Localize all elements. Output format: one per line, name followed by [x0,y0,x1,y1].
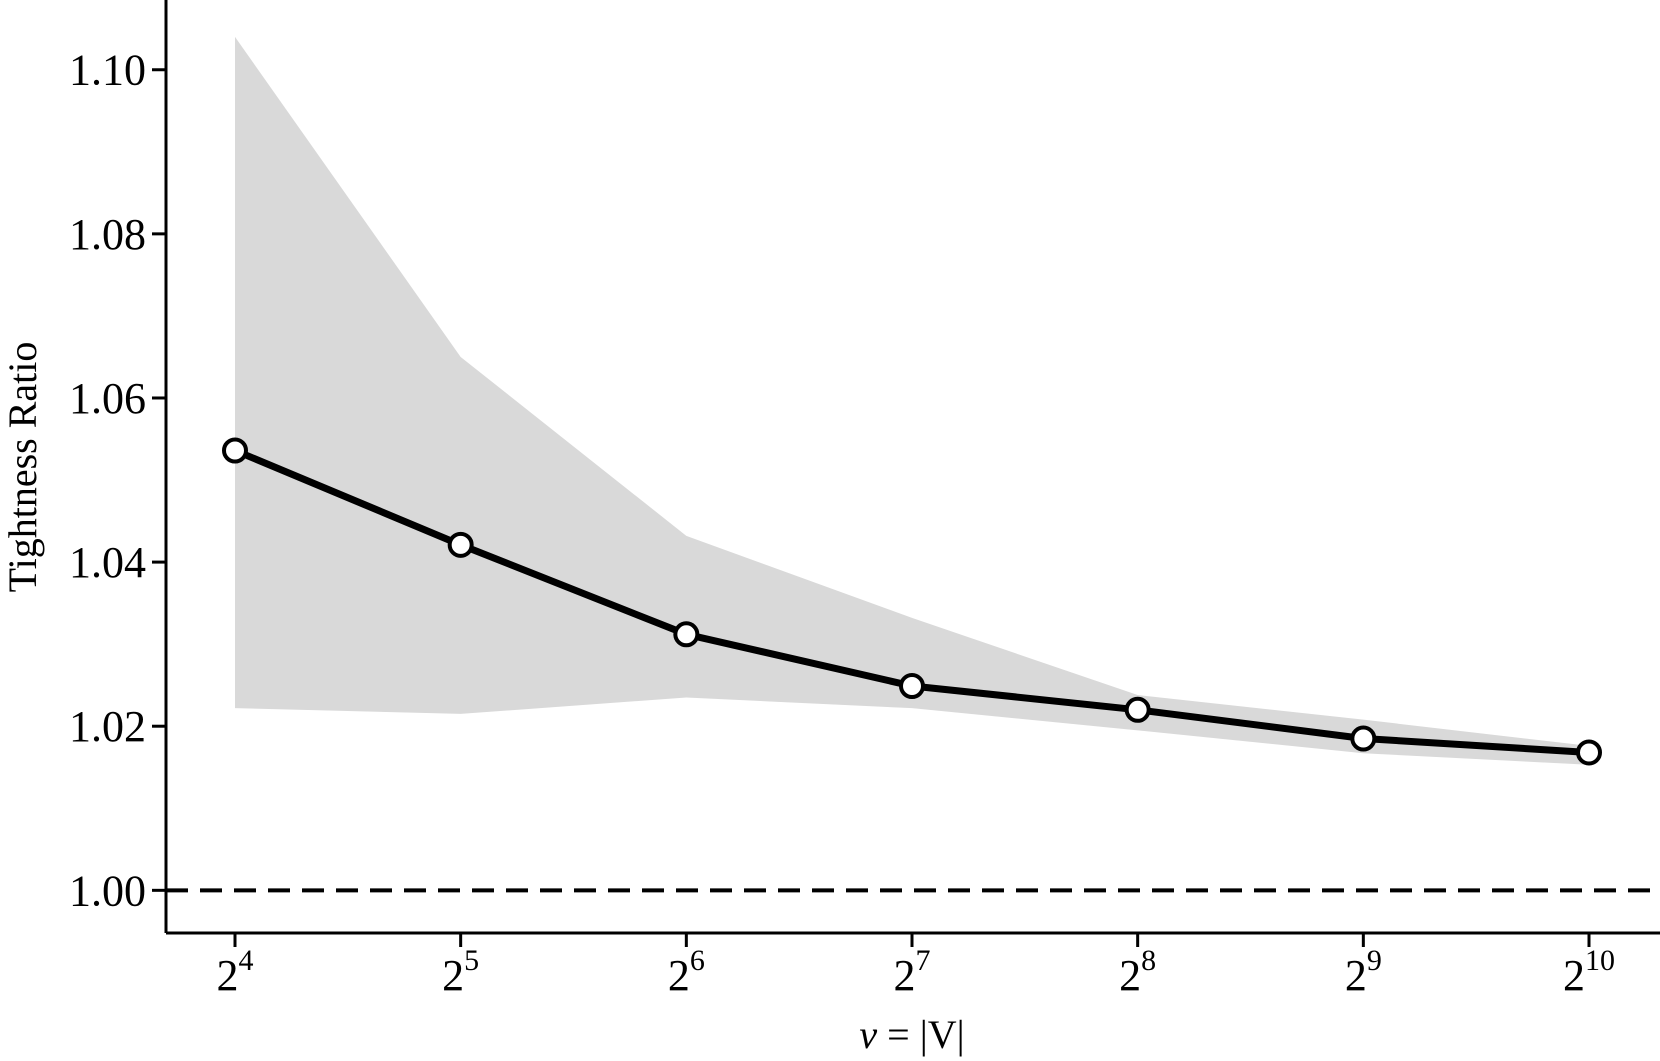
y-ticks-layer: 1.00 1.02 1.04 1.06 1.08 1.10 [69,46,166,915]
x-tick-label: 29 [1345,944,1382,1000]
x-ticks-layer: 24 25 26 27 28 29 210 [217,933,1615,1000]
x-tick-label: 25 [442,944,479,1000]
x-tick-label: 26 [668,944,705,1000]
x-axis-label-variable: v [859,1012,877,1057]
y-tick-label: 1.00 [69,866,146,915]
x-tick-label: 24 [217,944,254,1000]
y-tick-label: 1.06 [69,374,146,423]
x-tick-label: 28 [1119,944,1156,1000]
y-tick-label: 1.08 [69,210,146,259]
y-tick-label: 1.02 [69,702,146,751]
y-axis-label: Tightness Ratio [0,342,45,593]
y-tick-label: 1.04 [69,538,146,587]
data-point [1124,696,1151,723]
confidence-band-layer [235,36,1589,765]
data-point [222,437,248,464]
data-point [1350,725,1377,752]
x-axis-label-equation: = |V| [877,1012,964,1057]
x-tick-label: 27 [894,944,931,1000]
data-point [673,621,700,648]
data-point [899,673,925,700]
confidence-band [235,36,1589,765]
data-point [1576,739,1602,766]
x-tick-label: 210 [1563,944,1615,1000]
series-markers-layer [222,437,1602,766]
data-point [447,531,474,558]
x-axis-label: v = |V| [859,1012,964,1057]
y-tick-label: 1.10 [69,46,146,95]
